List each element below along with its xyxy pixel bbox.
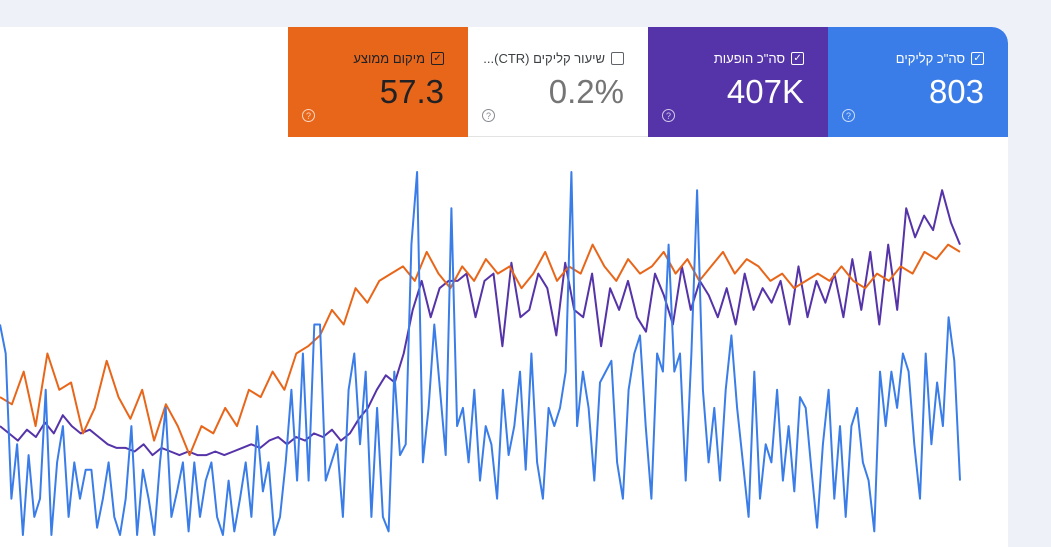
metric-label: סה"כ הופעות [713, 51, 785, 66]
metric-card-ctr[interactable]: שיעור קליקים (CTR)... 0.2% ? [468, 27, 648, 137]
metric-card-clicks[interactable]: ✓ סה"כ קליקים 803 ? [828, 27, 1008, 137]
check-icon[interactable]: ✓ [971, 52, 984, 65]
metric-header: ✓ סה"כ קליקים [896, 51, 984, 66]
metric-value: 0.2% [548, 73, 624, 110]
check-icon[interactable]: ✓ [791, 52, 804, 65]
metric-cards: ✓ מיקום ממוצע 57.3 ? שיעור קליקים (CTR).… [288, 27, 1008, 137]
metric-value: 57.3 [379, 73, 444, 110]
series-line-impressions [0, 189, 961, 457]
check-icon[interactable]: ✓ [431, 52, 444, 65]
metric-header: ✓ סה"כ הופעות [714, 51, 804, 66]
checkbox-icon[interactable] [611, 52, 624, 65]
series-line-clicks [0, 171, 961, 536]
metric-value: 803 [928, 73, 984, 110]
metric-card-impressions[interactable]: ✓ סה"כ הופעות 407K ? [648, 27, 828, 137]
performance-panel: ✓ מיקום ממוצע 57.3 ? שיעור קליקים (CTR).… [0, 27, 1008, 547]
metric-label: סה"כ קליקים [895, 51, 965, 66]
metric-header: ✓ מיקום ממוצע [353, 51, 444, 66]
performance-chart [0, 171, 961, 536]
help-icon[interactable]: ? [842, 109, 855, 122]
help-icon[interactable]: ? [302, 109, 315, 122]
help-icon[interactable]: ? [482, 109, 495, 122]
metric-label: שיעור קליקים (CTR)... [483, 51, 605, 66]
series-line-position [0, 243, 961, 457]
help-icon[interactable]: ? [662, 109, 675, 122]
metric-value: 407K [726, 73, 804, 110]
metric-card-position[interactable]: ✓ מיקום ממוצע 57.3 ? [288, 27, 468, 137]
metric-label: מיקום ממוצע [353, 51, 425, 66]
metric-header: שיעור קליקים (CTR)... [483, 51, 624, 66]
